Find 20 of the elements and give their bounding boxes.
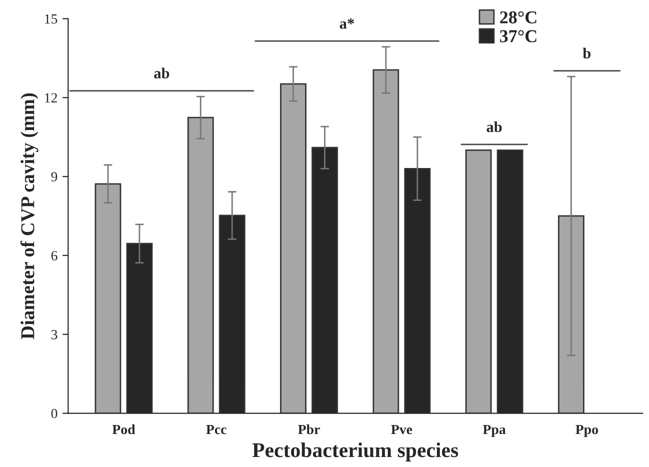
legend-label: 28°C xyxy=(500,11,536,24)
y-tick-label: 9 xyxy=(51,172,58,182)
y-tick-label: 15 xyxy=(45,14,58,24)
y-tick-label: 6 xyxy=(51,251,58,260)
x-tick-label: Pod xyxy=(112,424,136,434)
x-tick-label: Pve xyxy=(391,424,412,434)
annotation: b xyxy=(582,48,591,58)
annotation: ab xyxy=(486,121,502,132)
x-tick-label: Ppa xyxy=(482,424,506,437)
y-tick-label: 0 xyxy=(51,408,58,418)
x-tick-label: Pbr xyxy=(298,424,320,434)
x-tick-label: Ppo xyxy=(576,424,598,437)
annotation: a* xyxy=(340,18,354,29)
x-tick-label: Pcc xyxy=(206,424,226,434)
x-axis-title: Pectobacterium species xyxy=(252,442,458,462)
y-tick-label: 12 xyxy=(45,93,57,102)
annotation: ab xyxy=(154,68,170,78)
y-tick-label: 3 xyxy=(51,330,58,340)
legend-label: 37°C xyxy=(500,30,536,42)
y-axis-title: Diameter of CVP cavity (mm) xyxy=(20,93,38,340)
